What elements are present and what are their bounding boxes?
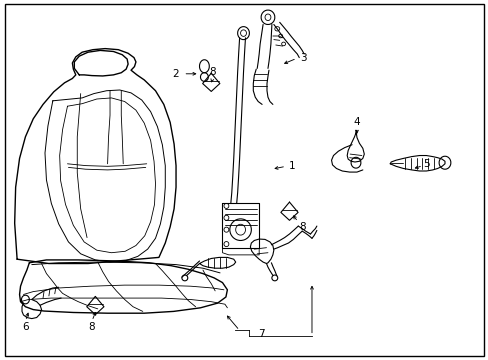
- Text: 1: 1: [288, 161, 295, 171]
- Text: 3: 3: [299, 53, 306, 63]
- Text: 8: 8: [298, 222, 305, 232]
- Text: 7: 7: [258, 329, 264, 339]
- Text: 4: 4: [353, 117, 360, 127]
- Text: 5: 5: [422, 159, 429, 169]
- Text: 2: 2: [172, 69, 179, 79]
- Text: 8: 8: [88, 322, 95, 332]
- Text: 6: 6: [22, 322, 29, 332]
- Text: 8: 8: [209, 67, 216, 77]
